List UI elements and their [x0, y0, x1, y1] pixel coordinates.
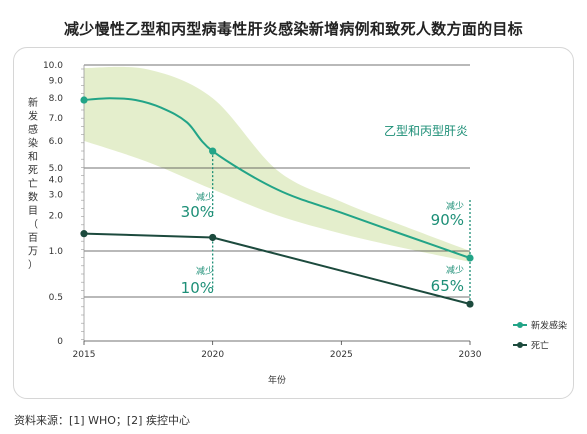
- reduction-value: 30%: [181, 203, 214, 221]
- chart-title: 减少慢性乙型和丙型病毒性肝炎感染新增病例和致死人数方面的目标: [63, 20, 523, 38]
- reduction-annotation: 减少 10%: [181, 265, 214, 297]
- data-point: [80, 230, 88, 238]
- y-tick-label: 1.0: [49, 247, 64, 257]
- source-note: 资料来源：[1] WHO；[2] 疾控中心: [14, 414, 190, 427]
- reduction-label: 减少: [446, 200, 464, 212]
- y-tick-label: 10.0: [43, 61, 63, 71]
- y-tick-label: 5.0: [49, 164, 64, 174]
- y-axis-label-char: 亡: [28, 177, 38, 190]
- uncertainty-band: [84, 66, 470, 262]
- y-tick-labels: 10.0 9.0 8.0 7.0 6.0 5.0 4.0 3.0 2.0 1.0 0.5 0: [43, 61, 63, 347]
- reduction-value: 90%: [431, 211, 464, 229]
- y-tick-label: 0.5: [49, 293, 63, 303]
- y-axis-label-char: 染: [28, 137, 38, 150]
- y-axis-label-char: 百: [28, 232, 38, 244]
- reduction-label: 减少: [446, 264, 464, 276]
- y-tick-label: 4.0: [49, 176, 64, 186]
- data-point: [466, 300, 474, 308]
- y-axis-label-char: 发: [28, 110, 38, 123]
- data-point: [209, 233, 217, 242]
- reduction-value: 65%: [431, 277, 464, 295]
- y-axis-label-char: 数: [28, 191, 38, 204]
- reduction-label: 减少: [196, 191, 214, 203]
- y-tick-label: 8.0: [49, 94, 64, 104]
- data-point: [466, 254, 474, 262]
- series-line-new-infections: [83, 97, 471, 259]
- x-axis-label: 年份: [268, 374, 286, 386]
- y-tick-label: 3.0: [49, 190, 64, 200]
- reduction-value: 10%: [181, 279, 214, 297]
- data-point: [209, 147, 217, 155]
- x-tick-label: 2025: [330, 350, 353, 360]
- y-tick-label: 9.0: [49, 77, 64, 87]
- x-tick-label: 2020: [201, 350, 224, 360]
- legend-entry: 死亡: [531, 340, 549, 352]
- band-label: 乙型和丙型肝炎: [384, 124, 468, 138]
- chart-card: 10.0 9.0 8.0 7.0 6.0 5.0 4.0 3.0 2.0 1.0 0.5 0 2015 2…: [13, 47, 574, 399]
- y-axis-label-char: 万: [28, 247, 38, 258]
- y-tick-label: 0: [57, 337, 63, 347]
- y-axis-label-char: 死: [28, 166, 38, 177]
- data-point: [80, 96, 88, 104]
- gridlines: [84, 64, 470, 298]
- y-axis-label-char: 新: [28, 96, 38, 109]
- y-axis-label-char: 和: [28, 151, 38, 163]
- reduction-label: 减少: [196, 265, 214, 277]
- y-axis-label-char: 感: [28, 123, 38, 136]
- x-tick-labels: 2015 2020 2025 2030: [73, 341, 482, 360]
- legend-entry: 新发感染: [531, 320, 567, 332]
- x-tick-label: 2030: [459, 350, 482, 360]
- y-tick-label: 2.0: [49, 211, 64, 221]
- y-axis-label-char: 目: [28, 206, 38, 217]
- y-axis-label-char: ）: [28, 259, 38, 271]
- x-tick-label: 2015: [73, 350, 96, 360]
- y-tick-label: 6.0: [49, 137, 64, 147]
- y-tick-label: 7.0: [49, 114, 64, 124]
- legend-swatch-dot: [517, 342, 523, 348]
- legend-swatch-dot: [517, 322, 523, 328]
- y-axis-label-char: （: [28, 219, 38, 231]
